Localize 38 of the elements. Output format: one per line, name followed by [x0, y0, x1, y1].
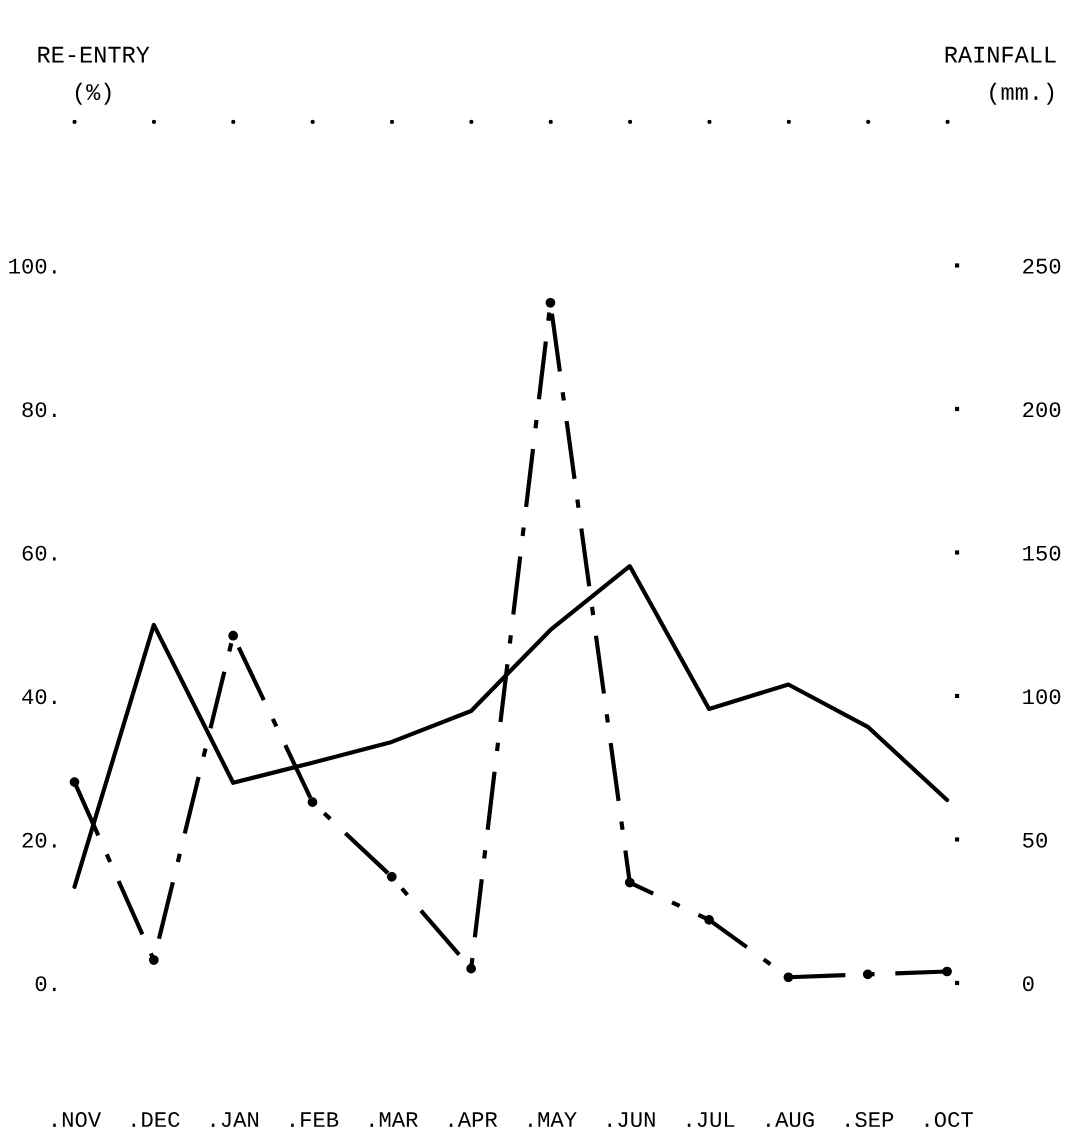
point	[783, 972, 794, 983]
point	[704, 914, 714, 925]
y2-tick-label: 100	[1023, 689, 1061, 705]
point	[69, 777, 80, 787]
point	[862, 969, 873, 980]
x-tick-label: .APR	[449, 1112, 498, 1127]
x-tick-label: .OCT	[925, 1112, 973, 1128]
x-tick-label: .JUL	[687, 1112, 735, 1128]
point	[228, 630, 239, 641]
y2-tick-label: 0	[1023, 976, 1034, 992]
y-axis-title: RE-ENTRY (%)	[38, 46, 150, 105]
y2-tick-label: 250	[1023, 258, 1061, 274]
point	[942, 966, 952, 977]
point	[624, 877, 635, 888]
y-tick-label: 40.	[22, 689, 56, 705]
y2-tick-label: 50	[1023, 832, 1047, 848]
x-tick-label: .NOV	[53, 1112, 102, 1128]
x-tick-label: .DEC	[132, 1112, 180, 1128]
x-tick-label: .AUG	[767, 1112, 814, 1128]
y2-axis-title: RAINFALL (mm.)	[945, 46, 1056, 105]
x-tick-label: .JUN	[608, 1112, 655, 1128]
x-tick-label: .MAY	[529, 1112, 577, 1127]
y2-tick-label: 150	[1023, 545, 1061, 561]
y-tick-label: 80.	[22, 402, 56, 418]
point	[545, 297, 556, 308]
x-tick-label: .FEB	[291, 1112, 339, 1127]
x-tick-label: .MAR	[370, 1112, 418, 1127]
y2-tick-label: 200	[1023, 402, 1061, 418]
point	[466, 963, 476, 974]
y-tick-label: 100.	[9, 258, 56, 274]
y-tick-label: 60.	[22, 545, 56, 561]
point	[307, 797, 318, 808]
x-tick-label: .JAN	[211, 1112, 259, 1128]
y-tick-label: 0.	[35, 976, 56, 992]
x-tick-label: .SEP	[846, 1112, 894, 1128]
y-tick-label: 20.	[22, 832, 56, 848]
point	[386, 871, 397, 882]
point	[148, 955, 159, 965]
